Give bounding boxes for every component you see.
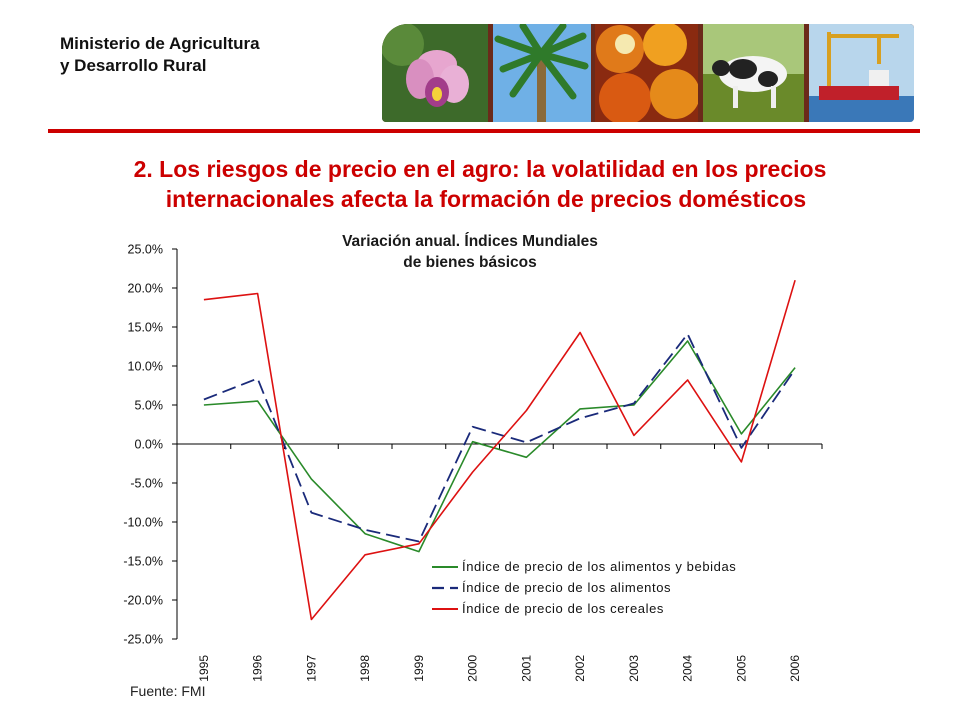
legend-item-food-beverages-label: Índice de precio de los alimentos y bebi… xyxy=(462,559,736,574)
source-note: Fuente: FMI xyxy=(130,683,206,699)
ministry-name: Ministerio de Agricultura y Desarrollo R… xyxy=(60,33,260,77)
x-tick-label: 1996 xyxy=(251,655,265,682)
palm-fruit-photo xyxy=(595,24,698,122)
header-photo-strip xyxy=(382,24,914,122)
y-tick-label: 10.0% xyxy=(128,360,163,374)
x-tick-label: 2004 xyxy=(681,655,695,682)
ministry-line-2: y Desarrollo Rural xyxy=(60,56,207,75)
header-divider xyxy=(48,129,920,133)
series-cereals-line xyxy=(203,279,796,621)
y-tick-label: 20.0% xyxy=(128,282,163,296)
x-tick-label: 2003 xyxy=(627,655,641,682)
legend-item-food-label: Índice de precio de los alimentos xyxy=(462,580,671,595)
slide-title-line-1: 2. Los riesgos de precio en el agro: la … xyxy=(133,156,827,182)
y-tick-label: -5.0% xyxy=(130,477,163,491)
y-tick-label: 0.0% xyxy=(135,438,164,452)
y-tick-label: 5.0% xyxy=(135,399,164,413)
orchid-photo xyxy=(382,24,488,122)
ministry-line-1: Ministerio de Agricultura xyxy=(60,34,260,53)
y-tick-label: -10.0% xyxy=(123,516,163,530)
y-tick-label: -25.0% xyxy=(123,633,163,647)
x-tick-label: 1997 xyxy=(304,655,318,682)
x-tick-label: 1998 xyxy=(358,655,372,682)
slide-title-line-2: internacionales afecta la formación de p… xyxy=(165,186,807,212)
chart-title: Variación anual. Índices Mundiales de bi… xyxy=(300,231,640,273)
slide-title: 2. Los riesgos de precio en el agro: la … xyxy=(60,154,900,214)
legend-item-cereals-label: Índice de precio de los cereales xyxy=(462,601,664,616)
x-tick-label: 2006 xyxy=(788,655,802,682)
series-food-beverages-line xyxy=(203,340,796,553)
x-tick-label: 2005 xyxy=(734,655,748,682)
x-tick-label: 2001 xyxy=(519,655,533,682)
x-tick-label: 1999 xyxy=(412,655,426,682)
cow-photo xyxy=(703,24,804,122)
series-food-line xyxy=(203,333,796,543)
y-tick-label: -20.0% xyxy=(123,594,163,608)
x-tick-label: 2002 xyxy=(573,655,587,682)
chart-title-line-2: de bienes básicos xyxy=(403,254,537,271)
palm-tree-photo xyxy=(493,24,591,122)
x-tick-label: 2000 xyxy=(466,655,480,682)
y-tick-label: -15.0% xyxy=(123,555,163,569)
x-tick-label: 1995 xyxy=(197,655,211,682)
y-tick-label: 15.0% xyxy=(128,321,163,335)
y-tick-label: 25.0% xyxy=(128,243,163,257)
chart-title-line-1: Variación anual. Índices Mundiales xyxy=(342,233,598,250)
cargo-ship-photo xyxy=(809,24,914,122)
